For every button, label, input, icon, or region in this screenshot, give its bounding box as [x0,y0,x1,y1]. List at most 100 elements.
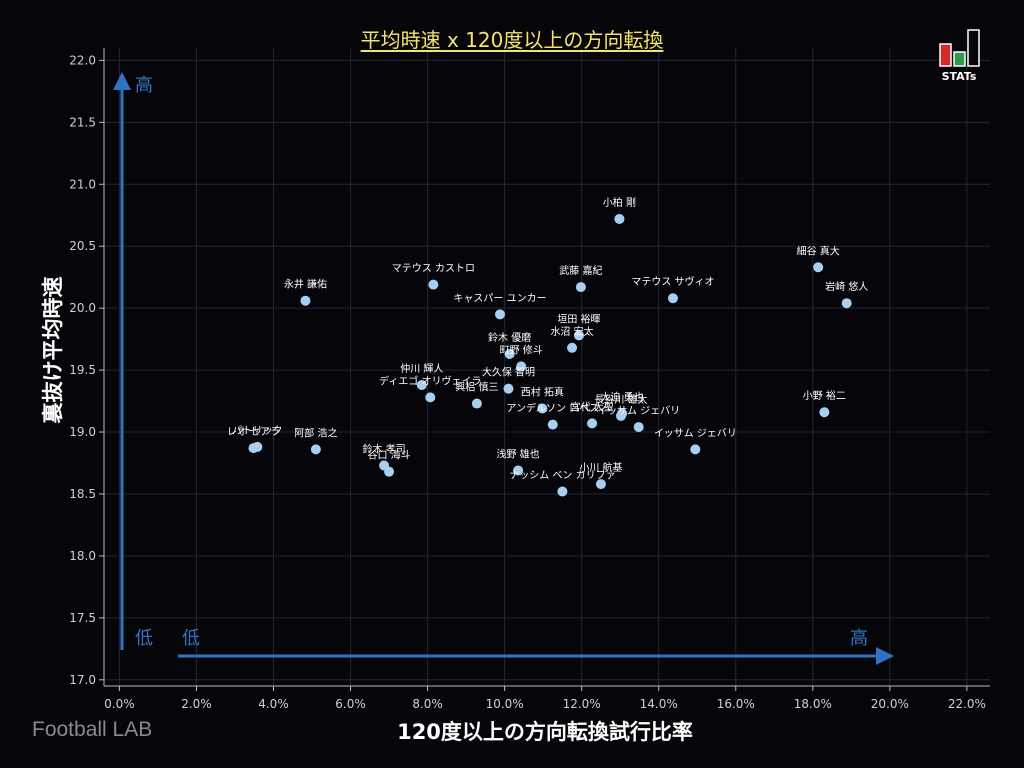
y-tick-label: 21.5 [69,115,96,129]
x-tick-label: 6.0% [335,697,366,711]
x-tick-label: 2.0% [181,697,212,711]
data-point-label: レオ セアラ [227,426,280,438]
data-point [428,279,439,290]
y-tick-label: 19.5 [69,363,96,377]
data-point [504,348,515,359]
x-high-annotation: 高 [850,628,868,649]
data-point [252,441,263,452]
x-axis-label: 120度以上の方向転換試行比率 [397,720,693,744]
data-point [595,479,606,490]
data-point-label: 宮代 大聖 [570,400,613,413]
data-point-label: 垣田 裕暉 [557,312,600,325]
y-axis-label: 裏抜け平均時速 [41,276,65,424]
axes: 0.0% 2.0% 4.0% 6.0% 8.0% 10.0% 12.0% 14.0% 16.0%… [69,48,990,711]
data-point-label: 細谷 真大 [797,244,840,257]
x-tick-label: 16.0% [717,697,755,711]
data-point-label: 岩崎 悠人 [825,280,868,293]
x-tick-label: 22.0% [948,697,986,711]
x-low-annotation: 低 [182,628,200,649]
x-direction-arrowhead [876,647,894,665]
x-tick-label: 18.0% [794,697,832,711]
data-point-label: 小野 裕二 [803,389,846,402]
y-direction-arrowhead [113,72,131,90]
y-tick-label: 17.0 [69,673,96,687]
data-point-label: 長谷川 雄太 [594,393,647,406]
brand-label: Football LAB [32,718,153,741]
data-points [248,213,852,497]
x-tick-label: 10.0% [486,697,524,711]
data-point [416,379,427,390]
data-point [573,330,584,341]
data-point-label: 鈴木 優磨 [488,331,531,344]
data-point-label: ディエゴ オリヴェイラ [379,374,481,387]
data-point [615,410,626,421]
data-point-label: 仲川 輝人 [400,362,443,375]
data-point-label: アンデルソン ロペス [506,402,599,415]
grid [104,48,990,686]
y-tick-label: 20.5 [69,239,96,253]
data-point [537,403,548,414]
data-point [667,293,678,304]
data-point [547,419,558,430]
data-point-label: ナッシム ベン カリファ [509,470,615,482]
data-point-label: 小川 航基 [579,461,622,474]
y-tick-label: 18.5 [69,487,96,501]
data-point [384,466,395,477]
data-point [513,465,524,476]
stats-logo-icon [939,29,980,67]
data-point-label: 浅野 雄也 [497,447,540,460]
stats-logo: STATs [934,26,984,86]
data-point-label: 大久保 智明 [482,366,535,379]
data-point [819,407,830,418]
data-point-label: 興梠 慎三 [455,381,498,394]
data-point [300,295,311,306]
data-point-label: 谷口 海斗 [367,449,410,462]
data-point [690,444,701,455]
data-point-label: 阿部 浩之 [294,426,337,439]
data-point-label: パトリック [232,425,282,437]
data-point [557,486,568,497]
data-point [575,282,586,293]
data-point [495,309,506,320]
y-tick-label: 18.0 [69,549,96,563]
chart-title: 平均時速 x 120度以上の方向転換 [360,28,664,52]
data-point-label: 鈴木 孝司 [362,442,405,455]
y-tick-label: 19.0 [69,425,96,439]
y-tick-label: 20.0 [69,301,96,315]
data-point-label: 小柏 剛 [603,196,636,209]
data-point-label: キャスパー ユンカー [453,292,546,304]
data-point [471,398,482,409]
data-point-label: 西村 拓真 [521,386,564,399]
x-tick-label: 0.0% [104,697,135,711]
stats-logo-text: STATs [941,70,977,83]
x-tick-label: 8.0% [412,697,443,711]
y-tick-label: 21.0 [69,177,96,191]
data-point-label: 水沼 宏太 [550,325,593,338]
data-point-label: 武藤 嘉紀 [559,264,602,277]
x-tick-label: 12.0% [563,697,601,711]
data-point [516,361,527,372]
x-tick-label: 20.0% [871,697,909,711]
data-point-label: マテウス カストロ [392,263,475,275]
direction-arrows: 高低低高 [113,72,894,665]
y-tick-label: 22.0 [69,53,96,67]
data-point-label: 永井 謙佑 [284,278,327,291]
data-point [587,418,598,429]
y-low-annotation: 低 [135,628,153,649]
y-tick-label: 17.5 [69,611,96,625]
data-point [633,422,644,433]
data-point [567,342,578,353]
data-point [813,262,824,273]
x-tick-label: 14.0% [640,697,678,711]
x-tick-label: 4.0% [258,697,289,711]
data-point [841,298,852,309]
data-point-label: イッサム ジェバリ [654,427,737,439]
data-point-label: マテウス サヴィオ [631,275,714,288]
data-point-label: イッサム ジェバリ [597,405,680,417]
data-point-label: 町野 修斗 [500,343,543,356]
data-point [310,444,321,455]
data-point [614,213,625,224]
data-point-label: 大迫 勇也 [601,390,644,403]
